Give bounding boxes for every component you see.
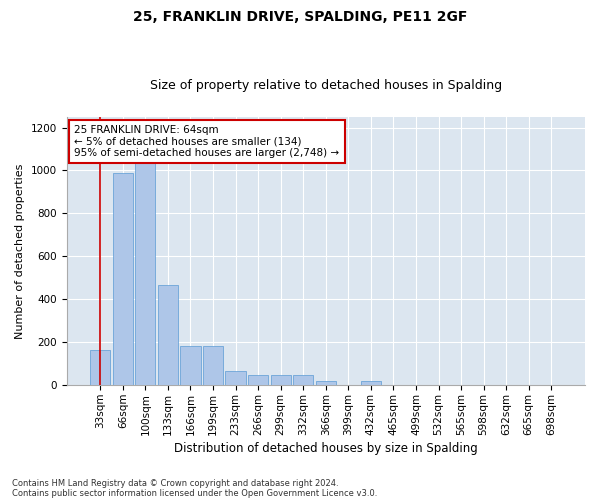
Bar: [271, 374, 291, 386]
Bar: [293, 374, 313, 386]
Bar: [113, 173, 133, 386]
Text: Contains public sector information licensed under the Open Government Licence v3: Contains public sector information licen…: [12, 488, 377, 498]
Bar: [158, 285, 178, 386]
Text: Contains HM Land Registry data © Crown copyright and database right 2024.: Contains HM Land Registry data © Crown c…: [12, 478, 338, 488]
X-axis label: Distribution of detached houses by size in Spalding: Distribution of detached houses by size …: [174, 442, 478, 455]
Bar: [181, 346, 200, 386]
Text: 25, FRANKLIN DRIVE, SPALDING, PE11 2GF: 25, FRANKLIN DRIVE, SPALDING, PE11 2GF: [133, 10, 467, 24]
Text: 25 FRANKLIN DRIVE: 64sqm
← 5% of detached houses are smaller (134)
95% of semi-d: 25 FRANKLIN DRIVE: 64sqm ← 5% of detache…: [74, 125, 340, 158]
Bar: [135, 161, 155, 386]
Y-axis label: Number of detached properties: Number of detached properties: [15, 164, 25, 338]
Bar: [226, 371, 246, 386]
Bar: [316, 382, 336, 386]
Bar: [90, 350, 110, 386]
Title: Size of property relative to detached houses in Spalding: Size of property relative to detached ho…: [150, 79, 502, 92]
Bar: [248, 374, 268, 386]
Bar: [361, 382, 381, 386]
Bar: [203, 346, 223, 386]
